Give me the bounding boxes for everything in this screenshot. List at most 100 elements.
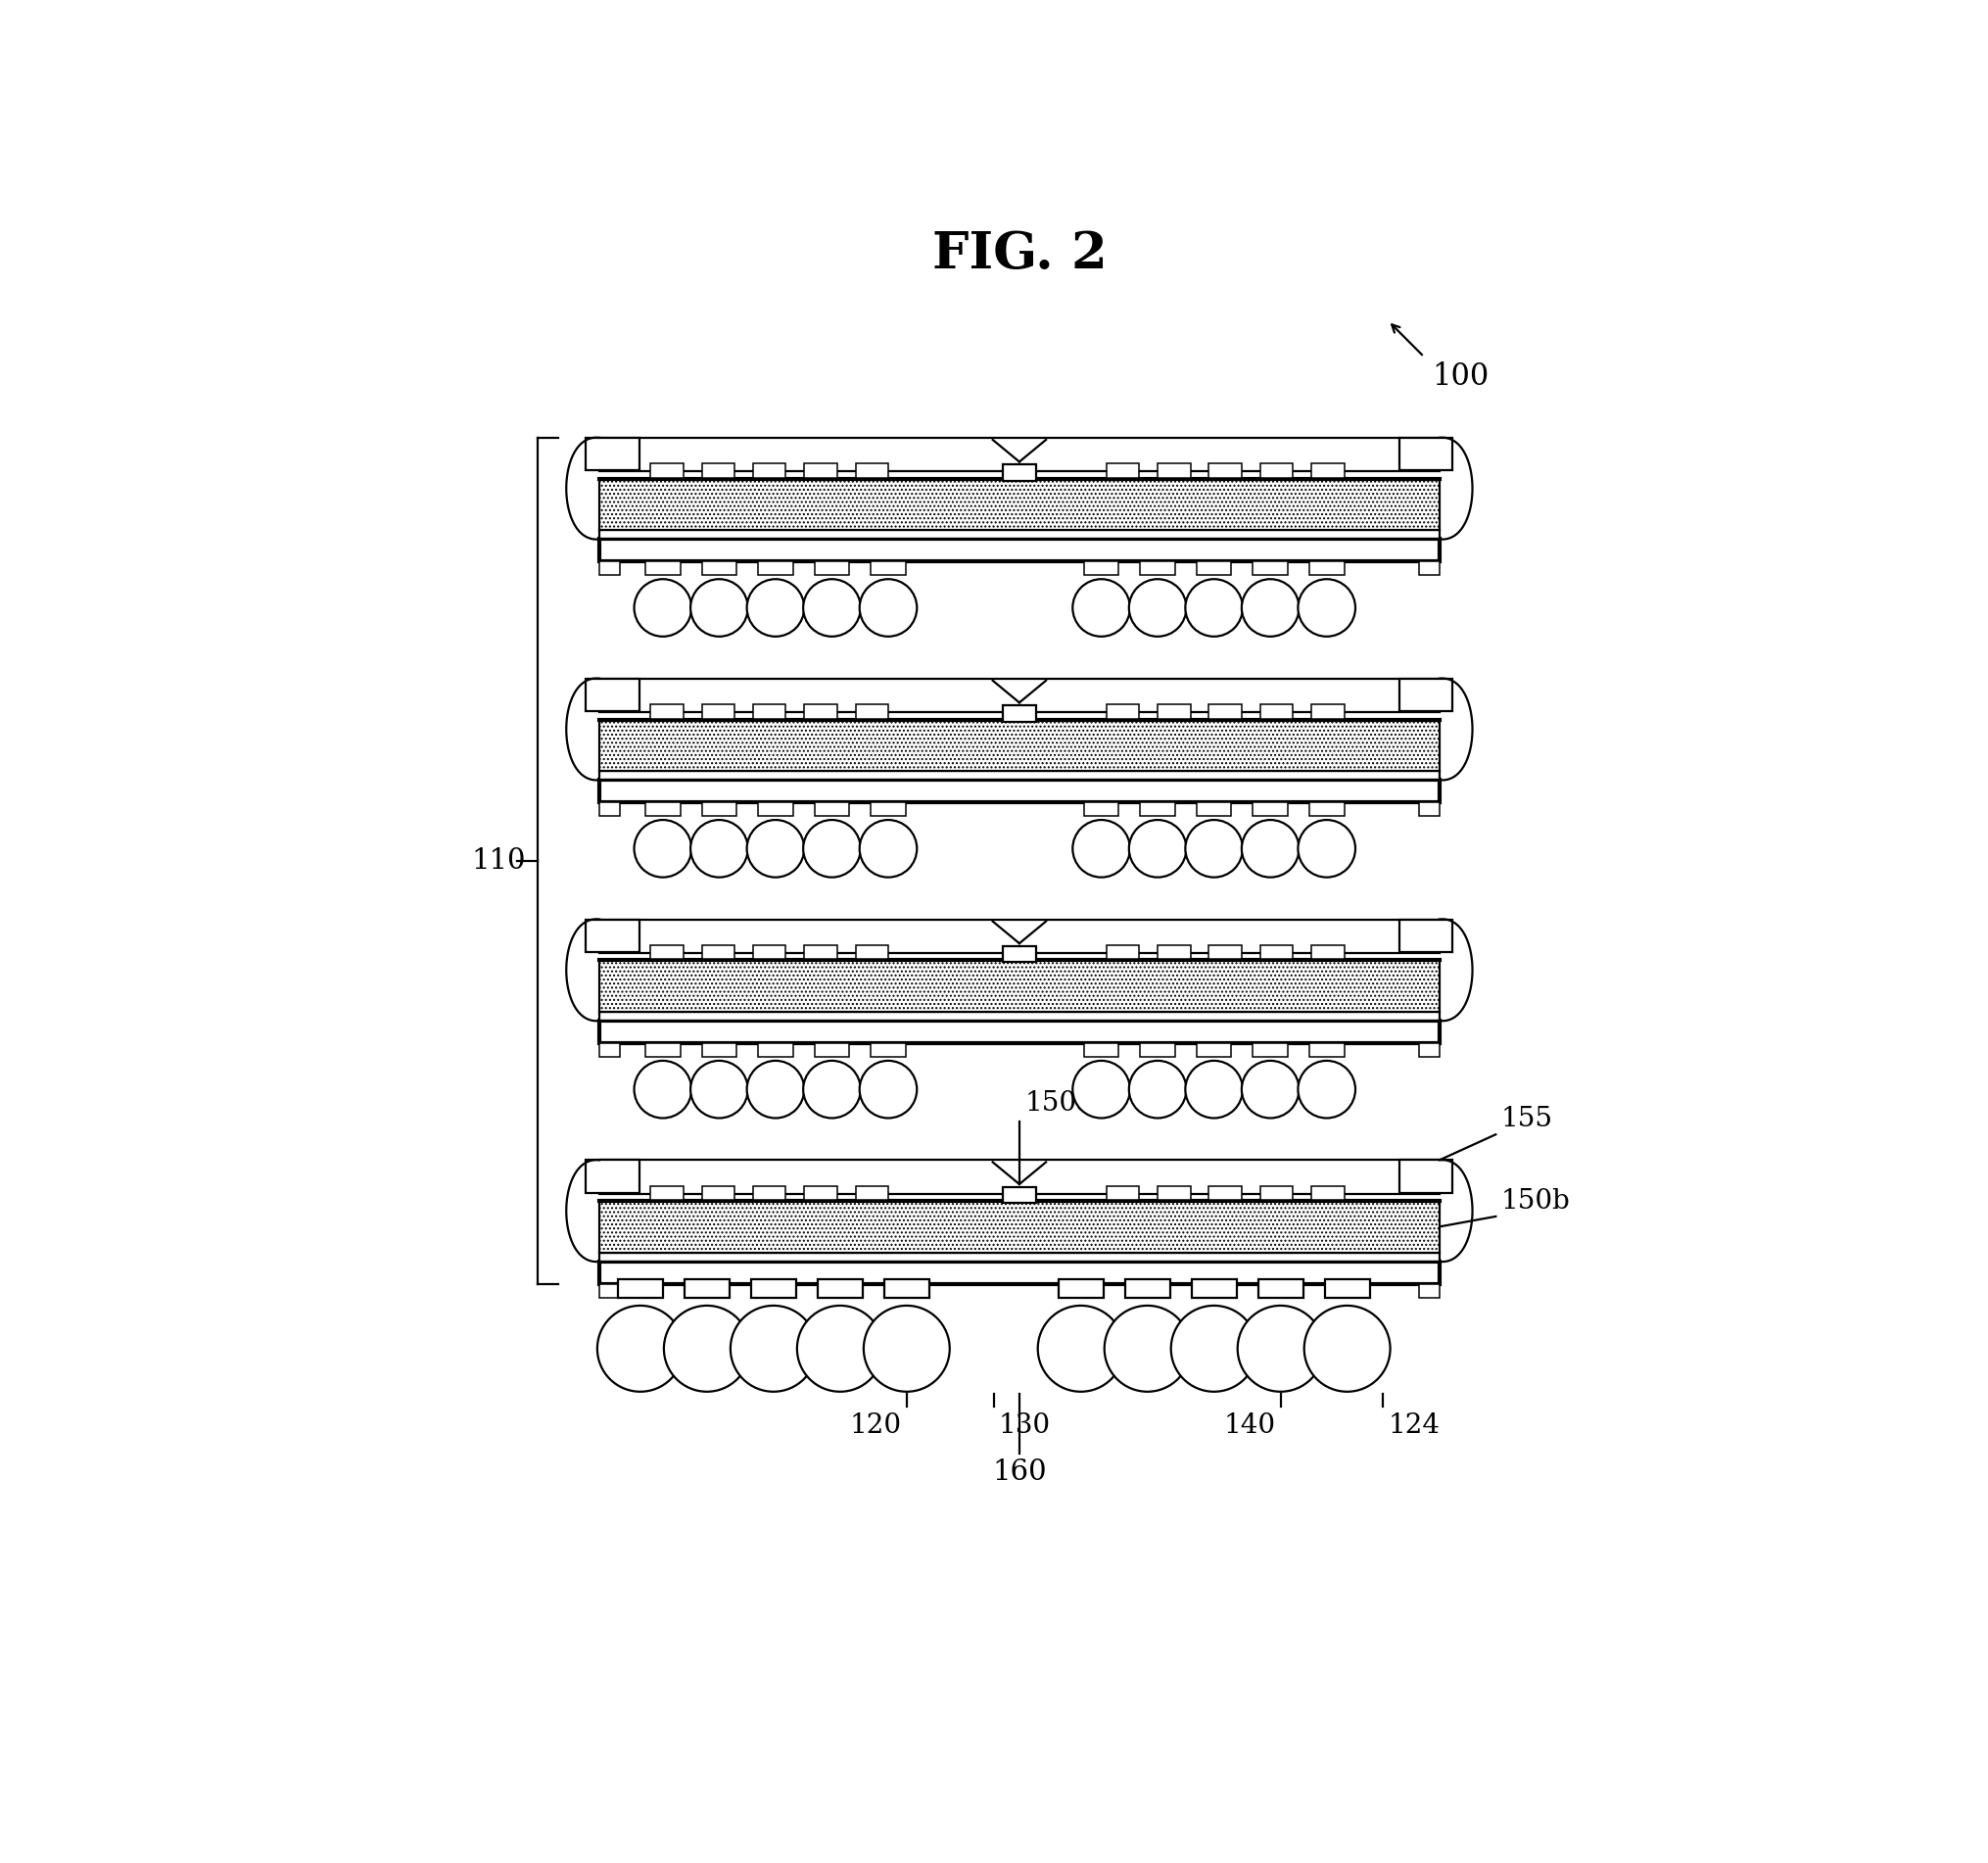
Bar xyxy=(1417,1284,1439,1297)
Circle shape xyxy=(803,1060,861,1118)
Bar xyxy=(1002,464,1036,481)
Circle shape xyxy=(1185,579,1242,637)
Bar xyxy=(586,678,638,712)
Bar xyxy=(702,704,734,719)
Bar xyxy=(1252,803,1286,816)
Bar xyxy=(702,464,734,477)
Bar xyxy=(684,1280,730,1297)
Text: 124: 124 xyxy=(1388,1412,1439,1438)
Circle shape xyxy=(634,820,692,877)
Bar xyxy=(1058,1280,1103,1297)
Circle shape xyxy=(1304,1306,1390,1392)
Bar xyxy=(757,803,793,816)
Circle shape xyxy=(690,1060,747,1118)
Bar xyxy=(855,945,889,959)
Bar xyxy=(753,945,785,959)
Bar xyxy=(646,1043,680,1056)
Bar xyxy=(757,563,793,576)
Circle shape xyxy=(1298,1060,1354,1118)
Bar xyxy=(598,771,1439,781)
Bar xyxy=(1139,803,1175,816)
Bar xyxy=(1260,945,1292,959)
Circle shape xyxy=(797,1306,883,1392)
Bar xyxy=(586,1161,638,1192)
Bar xyxy=(1308,803,1344,816)
Circle shape xyxy=(1072,820,1129,877)
Bar xyxy=(1083,1043,1117,1056)
Bar xyxy=(646,563,680,576)
Bar xyxy=(803,1185,837,1200)
Bar xyxy=(598,1043,620,1056)
Bar xyxy=(618,1280,662,1297)
Bar xyxy=(803,464,837,477)
Text: 150a: 150a xyxy=(1024,1090,1091,1118)
Circle shape xyxy=(746,579,803,637)
Text: 130: 130 xyxy=(998,1412,1050,1438)
Bar xyxy=(1310,704,1344,719)
Circle shape xyxy=(1298,820,1354,877)
Text: 100: 100 xyxy=(1431,361,1489,393)
Text: 160: 160 xyxy=(992,1459,1046,1485)
Bar xyxy=(1209,945,1241,959)
Bar xyxy=(598,563,620,576)
Circle shape xyxy=(1072,1060,1129,1118)
Bar xyxy=(1197,563,1231,576)
Bar xyxy=(586,918,638,952)
Bar xyxy=(1002,706,1036,721)
Circle shape xyxy=(664,1306,749,1392)
Bar xyxy=(1157,464,1191,477)
Circle shape xyxy=(803,579,861,637)
Bar xyxy=(1308,1043,1344,1056)
Bar xyxy=(702,563,736,576)
Bar xyxy=(1258,1280,1302,1297)
Bar xyxy=(1260,464,1292,477)
Bar xyxy=(1157,704,1191,719)
Circle shape xyxy=(1185,1060,1242,1118)
Bar xyxy=(1191,1280,1237,1297)
Bar xyxy=(1417,1043,1439,1056)
Bar xyxy=(1197,803,1231,816)
Bar xyxy=(598,781,1439,803)
Circle shape xyxy=(634,579,692,637)
Circle shape xyxy=(1241,1060,1298,1118)
Circle shape xyxy=(859,1060,916,1118)
Bar xyxy=(1139,563,1175,576)
Text: FIG. 2: FIG. 2 xyxy=(930,229,1107,279)
Bar xyxy=(1400,918,1451,952)
Bar xyxy=(702,1185,734,1200)
Bar xyxy=(598,479,1439,529)
Circle shape xyxy=(1185,820,1242,877)
Bar xyxy=(751,1280,795,1297)
Bar xyxy=(1308,563,1344,576)
Bar xyxy=(757,1043,793,1056)
Bar xyxy=(1400,438,1451,471)
Bar xyxy=(598,1261,1439,1284)
Bar xyxy=(598,719,1439,771)
Bar xyxy=(753,464,785,477)
Bar xyxy=(1105,945,1139,959)
Bar xyxy=(702,803,736,816)
Circle shape xyxy=(863,1306,948,1392)
Bar xyxy=(1400,1161,1451,1192)
Circle shape xyxy=(1237,1306,1322,1392)
Circle shape xyxy=(690,820,747,877)
Bar xyxy=(813,803,849,816)
Text: 150b: 150b xyxy=(1501,1189,1569,1215)
Bar xyxy=(650,945,684,959)
Bar xyxy=(803,945,837,959)
Circle shape xyxy=(746,820,803,877)
Bar xyxy=(1209,704,1241,719)
Text: 120: 120 xyxy=(849,1412,901,1438)
Bar xyxy=(598,1202,1439,1252)
Bar xyxy=(702,1043,736,1056)
Bar xyxy=(1310,1185,1344,1200)
Bar xyxy=(598,529,1439,538)
Bar xyxy=(1002,1187,1036,1203)
Text: 140: 140 xyxy=(1223,1412,1274,1438)
Circle shape xyxy=(803,820,861,877)
Bar xyxy=(885,1280,928,1297)
Circle shape xyxy=(1129,820,1185,877)
Bar xyxy=(1157,1185,1191,1200)
Bar xyxy=(1400,678,1451,712)
Bar xyxy=(813,563,849,576)
